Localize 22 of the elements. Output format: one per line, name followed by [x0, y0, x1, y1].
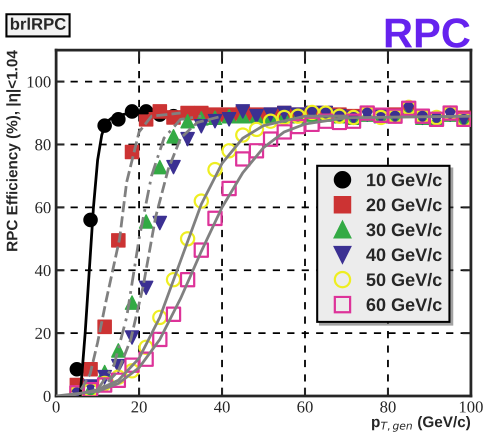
x-tick-label: 100: [460, 401, 483, 413]
y-tick-label: 20: [35, 328, 51, 340]
legend-label: 40 GeV/c: [366, 248, 442, 262]
x-tick-label: 40: [214, 401, 230, 413]
y-tick-label: 60: [35, 202, 51, 214]
chart-title: RPC: [386, 18, 470, 48]
text: brlRPC: [10, 18, 66, 30]
legend-label: 50 GeV/c: [366, 272, 442, 286]
y-axis-title: RPC Efficiency (%), |η|<1.04: [6, 50, 21, 251]
x-tick-label: 0: [52, 401, 60, 413]
y-tick-label: 40: [34, 264, 51, 276]
y-tick-label: 80: [35, 139, 51, 150]
legend-label: 20 GeV/c: [366, 198, 442, 212]
x-tick-label: 80: [380, 401, 396, 413]
x-axis-title: p$_{T,gen}$ (GeV/c): [372, 416, 470, 432]
x-tick-label: 60: [297, 401, 313, 413]
y-tick-label: 0: [44, 390, 51, 402]
legend-label: 30 GeV/c: [366, 222, 442, 236]
legend-label: 60 GeV/c: [366, 298, 442, 312]
legend-label: 10 GeV/c: [367, 173, 442, 186]
y-tick-label: 100: [28, 76, 51, 88]
x-tick-label: 20: [131, 401, 147, 413]
